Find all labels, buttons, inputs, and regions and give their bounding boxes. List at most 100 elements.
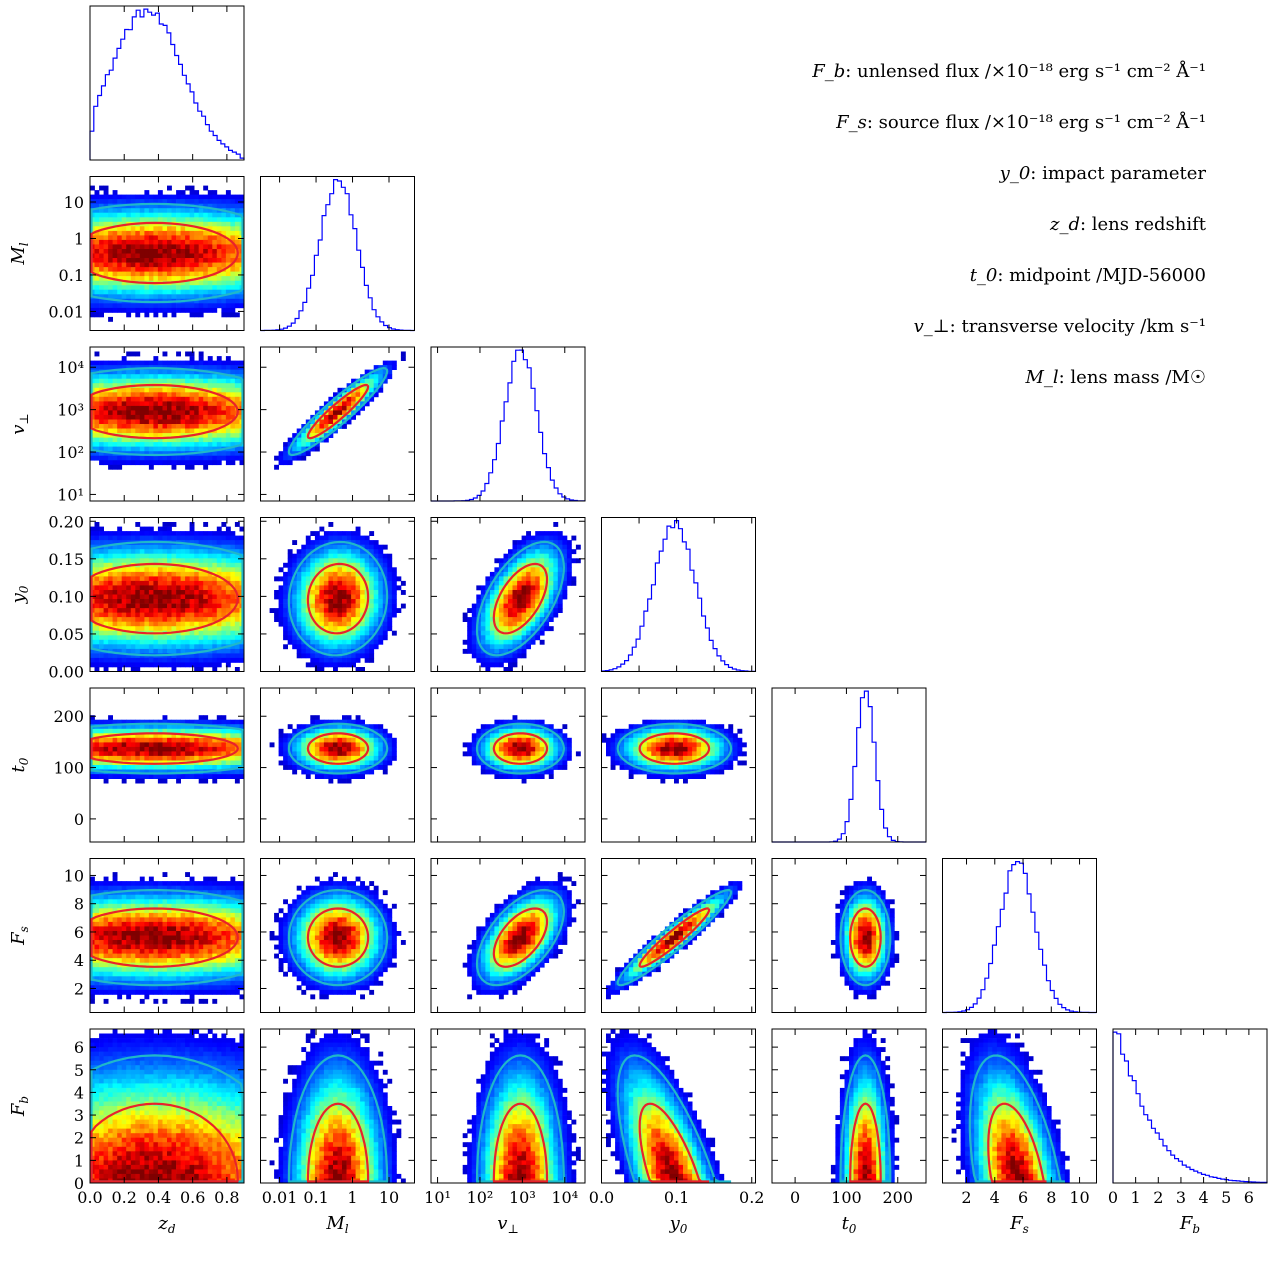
contour-68-Fs-vs-zd <box>90 907 239 968</box>
x-axis-label-y0: y0 <box>669 1213 688 1236</box>
panel-Ml-vs-Ml <box>260 176 415 332</box>
y-tick-label-t0: 200 <box>53 707 84 726</box>
panel-Ml-vs-zd: 0.01 0.1 1 10 Ml <box>8 176 245 331</box>
x-tick-label-Ml: 0.01 <box>262 1188 298 1207</box>
x-tick-label-Ml: 1 <box>347 1188 357 1207</box>
panel-frame <box>89 687 245 843</box>
x-tick-label-vperp: 10¹ <box>424 1188 451 1207</box>
panel-frame <box>1112 1028 1268 1184</box>
panel-frame <box>260 346 415 502</box>
x-tick-label-zd: 0.6 <box>180 1188 205 1207</box>
contour-68-Fb-vs-Ml <box>306 1102 370 1183</box>
panel-frame <box>771 687 927 843</box>
histogram-y0 <box>600 520 757 672</box>
y-axis-label-Ml: Ml <box>8 242 31 265</box>
panel-frame <box>260 687 415 843</box>
x-tick-label-Fs: 2 <box>961 1188 971 1207</box>
x-axis-label-t0: t0 <box>842 1213 857 1236</box>
contour-95-Fs-vs-vperp <box>475 888 566 987</box>
legend-y0: y_0: impact parameter <box>999 163 1206 184</box>
contour-95-Ml-vs-zd <box>90 202 244 304</box>
density-Fs-vs-y0 <box>606 881 743 1000</box>
x-axis-label-vperp: v⊥ <box>497 1213 518 1236</box>
legend-Fb: F_b: unlensed flux /×10⁻¹⁸ erg s⁻¹ cm⁻² … <box>812 61 1206 82</box>
panel-Fs-vs-Ml <box>260 858 415 1013</box>
density-Fb-vs-zd <box>90 1029 245 1184</box>
y-tick-label-Ml: 0.01 <box>48 302 84 321</box>
panel-Fs-vs-vperp <box>430 858 586 1013</box>
y-tick-label-Fb: 6 <box>74 1038 84 1057</box>
x-tick-label-t0: 200 <box>882 1188 913 1207</box>
contour-68-Fb-vs-y0 <box>638 1102 710 1183</box>
panel-frame <box>89 5 245 161</box>
x-tick-label-Fs: 10 <box>1069 1188 1089 1207</box>
panel-frame <box>260 517 415 672</box>
panel-t0-vs-t0 <box>771 687 927 843</box>
y-tick-label-y0: 0.15 <box>48 550 84 569</box>
contour-95-Fb-vs-Ml <box>287 1054 389 1183</box>
panel-frame <box>430 517 586 672</box>
contour-95-t0-vs-vperp <box>475 722 566 775</box>
x-tick-label-Fb: 4 <box>1198 1188 1208 1207</box>
panel-Fb-vs-Fs: 2 4 6 8 10 Fs <box>942 1028 1097 1236</box>
x-tick-label-zd: 0.2 <box>111 1188 136 1207</box>
x-axis-label-Fs: Fs <box>1009 1213 1029 1236</box>
panel-frame <box>89 346 245 502</box>
contour-68-Fb-vs-vperp <box>492 1102 549 1183</box>
panel-vperp-vs-Ml <box>260 346 415 502</box>
x-tick-label-y0: 0.1 <box>664 1188 689 1207</box>
panel-y0-vs-Ml <box>260 517 415 672</box>
y-tick-label-Fb: 3 <box>74 1106 84 1125</box>
panel-frame <box>430 687 586 843</box>
contour-68-Fs-vs-vperp <box>492 907 549 968</box>
histogram-Ml <box>260 179 415 332</box>
y-tick-label-vperp: 10² <box>57 443 84 462</box>
y-tick-label-Fs: 4 <box>74 951 84 970</box>
panel-Fb-vs-t0: 0 100 200 t0 <box>771 1028 927 1236</box>
x-tick-label-zd: 0.0 <box>77 1188 102 1207</box>
legend-zd: z_d: lens redshift <box>1049 214 1206 235</box>
y-tick-label-vperp: 10¹ <box>57 485 84 504</box>
panel-y0-vs-zd: 0.00 0.05 0.10 0.15 0.20 y0 <box>8 512 245 682</box>
panel-frame <box>89 1028 245 1184</box>
y-tick-label-Ml: 10 <box>64 193 84 212</box>
y-axis-label-t0: t0 <box>8 757 31 772</box>
contour-68-Fb-vs-zd <box>90 1102 239 1183</box>
panel-frame <box>430 346 586 502</box>
contour-68-y0-vs-Ml <box>306 562 370 635</box>
x-tick-label-zd: 0.4 <box>146 1188 171 1207</box>
panel-frame <box>942 1028 1097 1184</box>
contour-68-y0-vs-vperp <box>492 562 549 635</box>
contour-95-Fs-vs-zd <box>90 888 244 987</box>
y-tick-label-Fs: 2 <box>74 979 84 998</box>
panel-Fb-vs-Fb: 0 1 2 3 4 5 6 Fb <box>1108 1028 1268 1236</box>
contour-95-t0-vs-zd <box>90 722 244 775</box>
x-tick-label-vperp: 10² <box>467 1188 494 1207</box>
y-tick-label-t0: 0 <box>74 810 84 829</box>
x-tick-label-Fb: 3 <box>1176 1188 1186 1207</box>
x-tick-label-zd: 0.8 <box>214 1188 239 1207</box>
panel-frame <box>601 1028 756 1184</box>
contour-95-Fb-vs-vperp <box>475 1054 566 1183</box>
legend-Ml: M_l: lens mass /M☉ <box>1025 367 1206 388</box>
y-tick-label-Fs: 6 <box>74 923 84 942</box>
panel-y0-vs-vperp <box>430 517 586 672</box>
panel-frame <box>260 858 415 1013</box>
legend-vperp: v_⊥: transverse velocity /km s⁻¹ <box>913 316 1206 337</box>
y-tick-label-Fs: 10 <box>64 866 84 885</box>
panel-Fb-vs-y0: 0.0 0.1 0.2 y0 <box>589 1028 764 1236</box>
panel-zd-vs-zd <box>89 5 245 161</box>
x-tick-label-Ml: 10 <box>379 1188 399 1207</box>
contour-68-t0-vs-vperp <box>492 732 549 765</box>
x-tick-label-t0: 0 <box>790 1188 800 1207</box>
y-tick-label-Fb: 5 <box>74 1061 84 1080</box>
contour-95-y0-vs-Ml <box>287 540 389 657</box>
contour-68-Fs-vs-y0 <box>638 907 711 968</box>
panel-Fs-vs-y0 <box>601 858 756 1013</box>
x-tick-label-Fs: 6 <box>1018 1188 1028 1207</box>
y-tick-label-y0: 0.20 <box>48 512 84 531</box>
contour-68-vperp-vs-zd <box>90 383 239 440</box>
contour-95-Fs-vs-y0 <box>616 889 733 987</box>
panel-Fb-vs-vperp: 10¹ 10² 10³ 10⁴ v⊥ <box>424 1028 586 1236</box>
